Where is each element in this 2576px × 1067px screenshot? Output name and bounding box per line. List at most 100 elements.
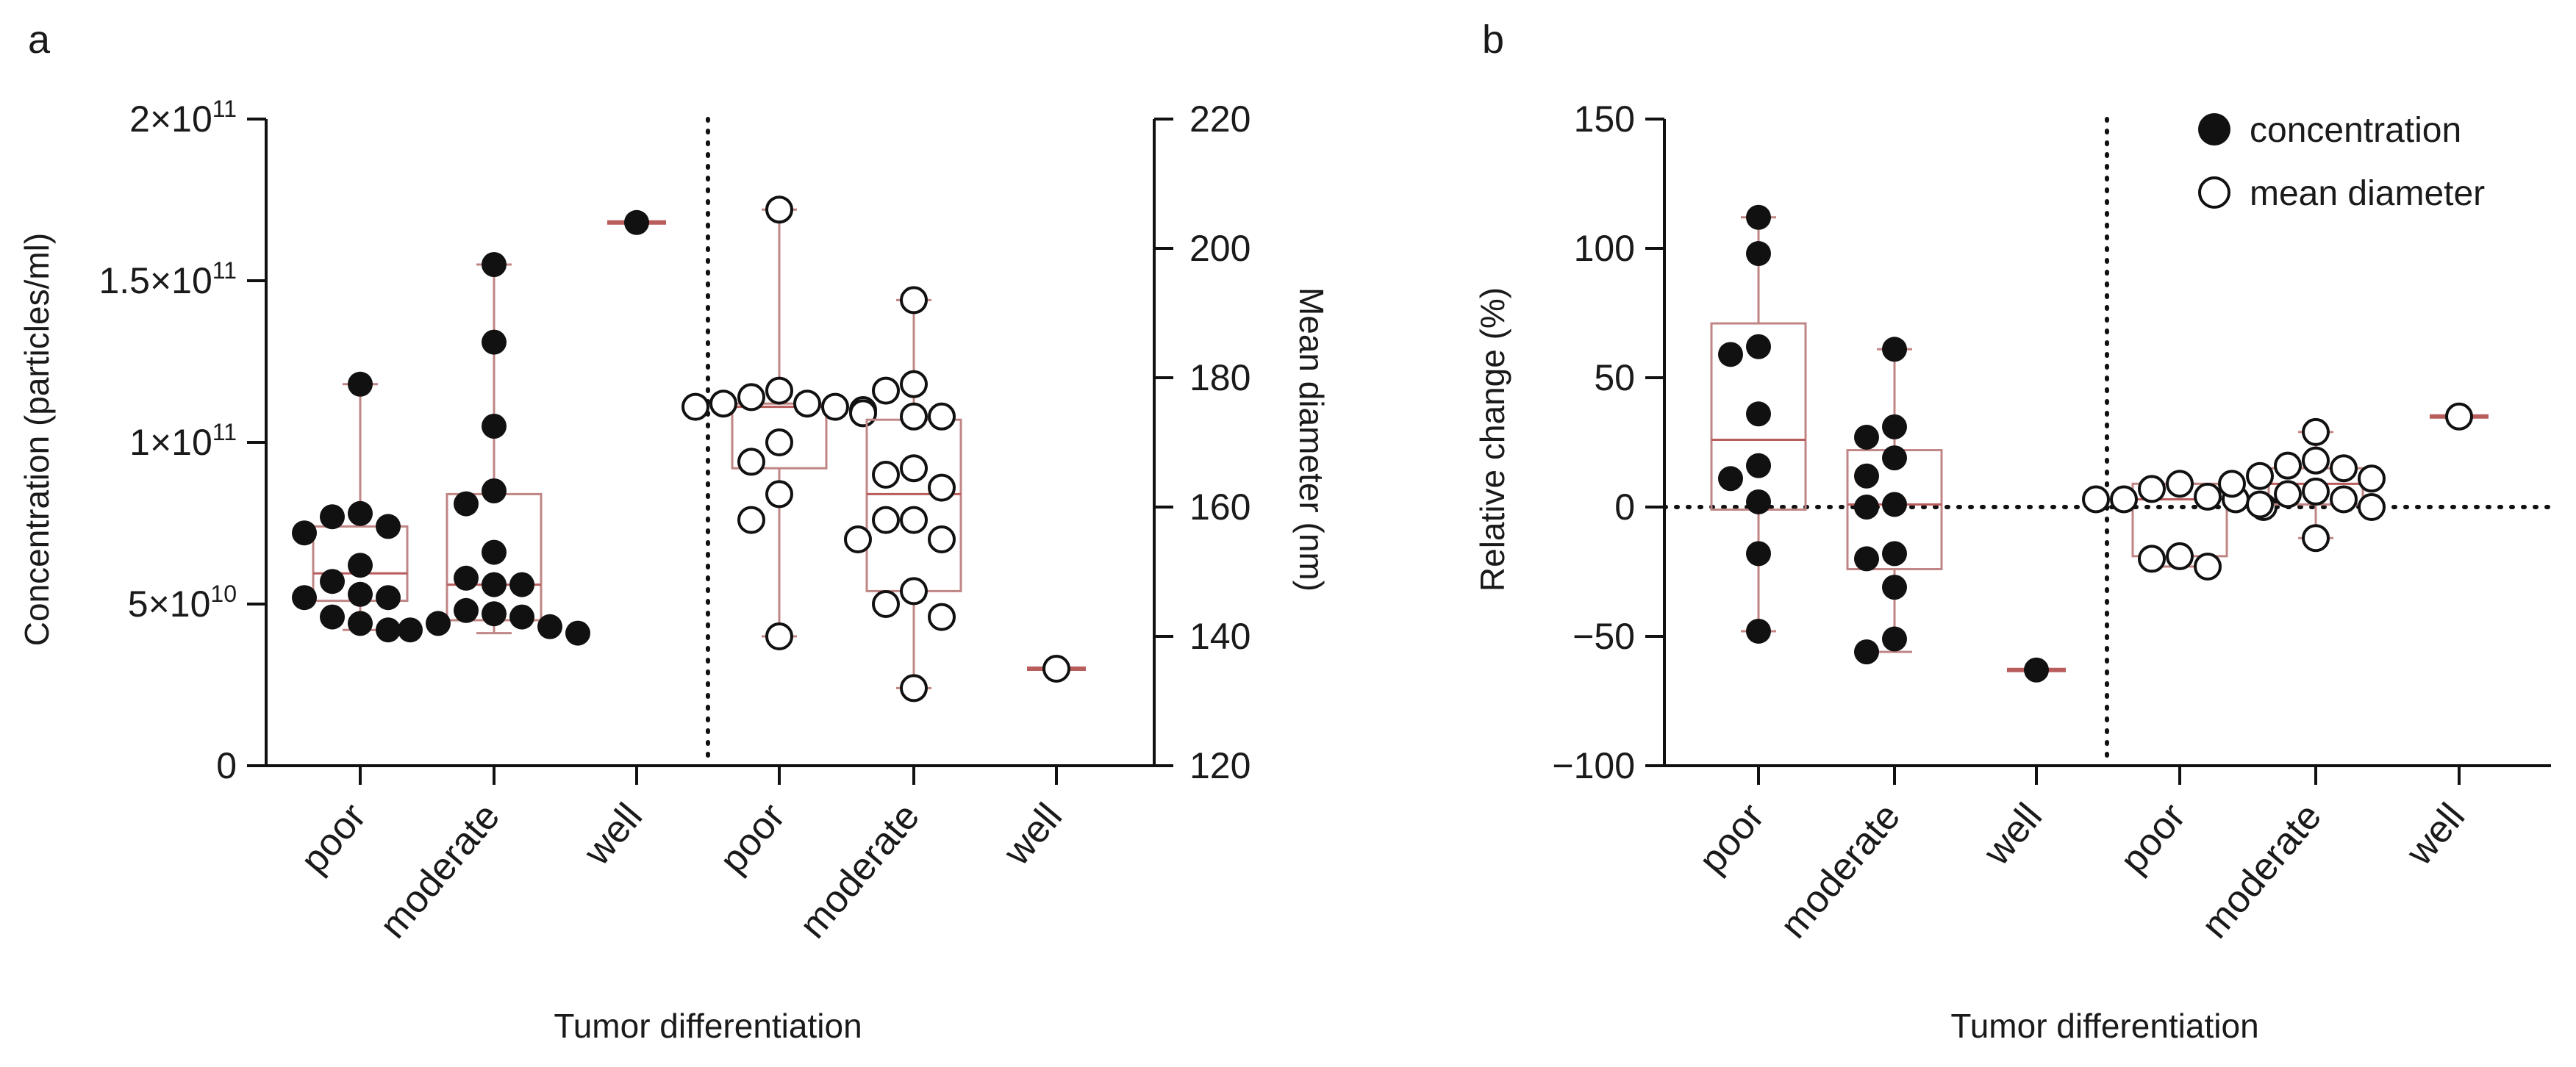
panel-a-concentration-moderate-point	[565, 620, 590, 646]
panel-b-mean-diameter-moderate-point	[2302, 446, 2330, 475]
panel-a-mean-diameter-poor-point	[737, 448, 765, 476]
legend-label-concentration: concentration	[2250, 111, 2461, 150]
panel-a-mean-diameter-well-points	[1042, 655, 1070, 683]
panel-b-mean-diameter-poor-point	[2194, 552, 2222, 581]
panel-a-concentration-poor-point	[292, 520, 317, 546]
panel-b-concentration-poor-point	[1746, 204, 1771, 230]
panel-b-y-tick-label: 150	[1574, 98, 1635, 140]
panel-a-mean-diameter-moderate-point	[872, 590, 900, 618]
panel-a-mean-diameter-moderate-point	[872, 506, 900, 534]
panel-a-mean-diameter-moderate-point	[900, 370, 928, 398]
panel-a-mean-diameter-poor-point	[737, 506, 765, 534]
panel-a-concentration-moderate-point	[482, 572, 507, 597]
panel-a-mean-diameter-poor-point	[709, 389, 737, 418]
panel-a-concentration-poor-points	[292, 371, 401, 643]
panel-b-y-axis-title: Relative change (%)	[1473, 287, 1511, 592]
panel-a-mean-diameter-poor-point	[765, 376, 793, 405]
panel-b-y-tick-label: 50	[1594, 357, 1635, 398]
panel-a-concentration-poor-point	[292, 585, 317, 611]
panel-b-concentration-moderate-point	[1882, 492, 1907, 517]
panel-a-category-label: poor	[293, 795, 374, 881]
panel-b-concentration-moderate-point	[1882, 541, 1907, 567]
panel-a-category-label: moderate	[792, 795, 929, 946]
panel-b-mean-diameter-poor-point	[2110, 485, 2138, 514]
panel-b-concentration-poor-point	[1746, 401, 1771, 427]
panel-b-mean-diameter-poor-point	[2166, 542, 2194, 570]
panel-a-mean-diameter-poor-point	[737, 383, 765, 412]
panel-b-mean-diameter-poor-point	[2166, 470, 2194, 498]
panel-a-mean-diameter-moderate-point	[928, 473, 956, 502]
panel-b-y-tick-label: 100	[1574, 228, 1635, 269]
legend-label-mean-diameter: mean diameter	[2250, 174, 2485, 213]
panel-label-b: b	[1482, 18, 1504, 62]
panel-a-mean-diameter-moderate-points	[844, 286, 956, 703]
panel-b-mean-diameter-moderate-point	[2274, 480, 2302, 509]
panel-b-mean-diameter-well-points	[2445, 402, 2473, 431]
legend-marker-mean-diameter	[2198, 176, 2230, 209]
panel-b-x-axis-title: Tumor differentiation	[1950, 1007, 2258, 1045]
panel-a-mean-diameter-moderate-point	[928, 402, 956, 431]
panel-b-concentration-poor-point	[1746, 334, 1771, 359]
panel-a-mean-diameter-poor-point	[765, 195, 793, 224]
panel-a-mean-diameter-poor-point	[765, 428, 793, 456]
panel-b-mean-diameter-poor-points	[2082, 470, 2278, 581]
panel-b-concentration-moderate-point	[1882, 575, 1907, 600]
panel-a-mean-diameter-moderate-point	[872, 461, 900, 489]
panel-a-concentration-moderate-point	[482, 601, 507, 627]
panel-a-concentration-moderate-point	[537, 614, 562, 639]
panel-a-concentration-poor-point	[376, 585, 401, 611]
panel-b-mean-diameter-moderate-point	[2330, 485, 2358, 514]
panel-b-mean-diameter-moderate-points	[2218, 417, 2386, 553]
panel-b-concentration-poor-point	[1746, 241, 1771, 267]
panel-a-concentration-moderate-point	[482, 329, 507, 355]
panel-b-category-label: poor	[1691, 795, 1772, 881]
panel-b-concentration-poor-points	[1718, 204, 1771, 644]
panel-a-right-tick-label: 120	[1189, 745, 1251, 786]
panel-a-concentration-poor-point	[320, 504, 345, 530]
panel-a-mean-diameter-poor-box	[731, 208, 828, 638]
panel-a-concentration-moderate-point	[509, 572, 534, 597]
panel-a-right-axis-title: Mean diameter (nm)	[1292, 287, 1331, 592]
panel-a-mean-diameter-poor-point	[821, 392, 849, 421]
panel-b-mean-diameter-poor-point	[2194, 482, 2222, 511]
panel-a-concentration-moderate-point	[426, 611, 451, 636]
panel-a-concentration-poor-point	[320, 604, 345, 630]
panel-a-concentration-poor-point	[320, 569, 345, 594]
panel-a-concentration-moderate-point	[509, 604, 534, 630]
panel-a-mean-diameter-moderate-point	[900, 402, 928, 431]
panel-b-category-label: moderate	[2194, 795, 2330, 946]
panel-a-mean-diameter-moderate-point	[900, 577, 928, 606]
panel-a-concentration-moderate-point	[454, 565, 479, 591]
panel-a-concentration-poor-point	[348, 581, 373, 607]
panel-a-category-label: well	[576, 795, 651, 874]
panel-a-mean-diameter-moderate-point	[900, 674, 928, 703]
panel-a-right-tick-label: 140	[1189, 616, 1251, 657]
panel-b-concentration-moderate-point	[1854, 546, 1879, 572]
panel-a-concentration-well-point	[624, 209, 649, 235]
panel-a-mean-diameter-poor-point	[765, 480, 793, 509]
panel-a-right-tick-label: 200	[1189, 228, 1251, 269]
panel-b-mean-diameter-moderate-point	[2246, 490, 2274, 519]
panel-a-concentration-moderate-point	[482, 539, 507, 565]
panel-a-mean-diameter-moderate-point	[900, 286, 928, 315]
panel-b-concentration-poor-point	[1746, 489, 1771, 514]
panel-a-concentration-poor-point	[348, 553, 373, 578]
panel-b-y-tick-label: −100	[1552, 745, 1635, 786]
legend-marker-concentration	[2198, 113, 2230, 146]
panel-a-concentration-poor-point	[376, 514, 401, 539]
panel-b-mean-diameter-moderate-point	[2246, 461, 2274, 490]
panel-b-category-label: poor	[2112, 795, 2194, 881]
panel-b-mean-diameter-moderate-point	[2274, 451, 2302, 480]
panel-a-category-label: well	[995, 795, 1071, 874]
panel-b-mean-diameter-moderate-point	[2330, 454, 2358, 483]
panel-b-mean-diameter-poor-point	[2138, 545, 2166, 573]
panel-b-mean-diameter-moderate-point	[2218, 470, 2246, 498]
panel-a-mean-diameter-poor-point	[765, 622, 793, 650]
panel-b-y-tick-label: 0	[1614, 486, 1635, 528]
panel-a-concentration-moderate-point	[398, 617, 423, 643]
panel-b-concentration-poor-point	[1746, 541, 1771, 567]
panel-a-mean-diameter-moderate-point	[900, 454, 928, 483]
panel-a-concentration-moderate-point	[482, 478, 507, 503]
panel-a-concentration-well-points	[624, 209, 649, 235]
